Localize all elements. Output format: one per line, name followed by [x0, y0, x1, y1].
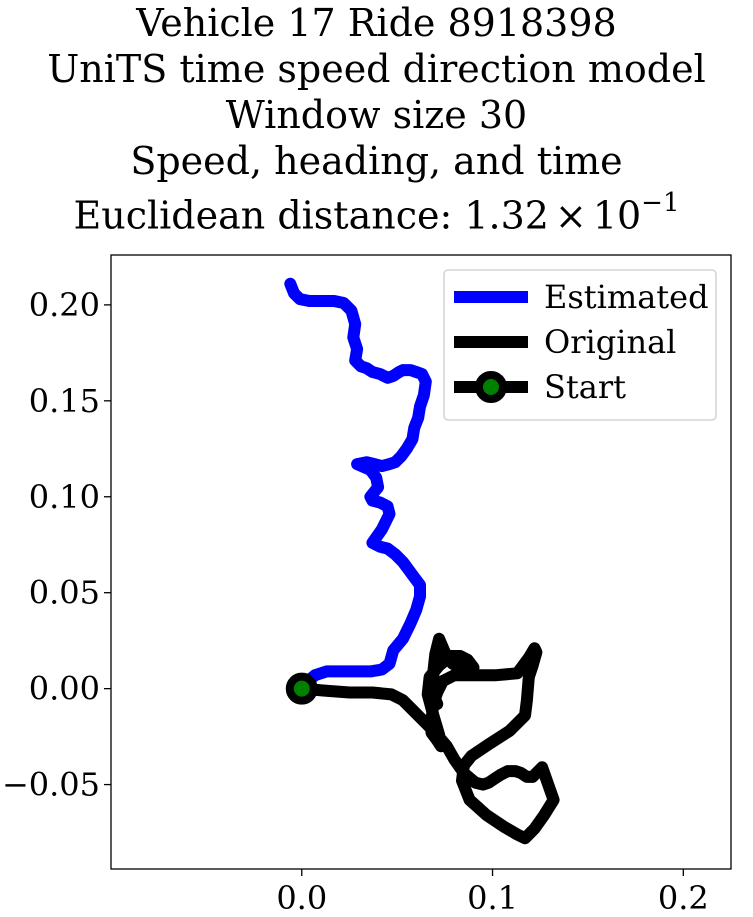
series-layer	[284, 277, 560, 845]
legend-label-start: Start	[544, 368, 626, 406]
start-marker	[285, 672, 318, 705]
y-tick-label: 0.15	[29, 382, 100, 420]
y-tick-label: 0.00	[29, 670, 100, 708]
x-tick-label: 0.1	[467, 879, 518, 917]
legend-label-original: Original	[544, 323, 676, 361]
plot-frame	[110, 254, 732, 870]
title-line-1: Vehicle 17 Ride 8918398	[136, 1, 617, 45]
ticks-layer: 0.0 0.1 0.2 −0.05 0.00 0.05 0.10 0.15 0.20	[2, 286, 709, 917]
distance-exponent: −1	[641, 188, 680, 218]
title-line-3: Window size 30	[225, 93, 528, 137]
title-line-5: Euclidean distance: 1.32 × 10−1	[0, 184, 753, 239]
title-line-4: Speed, heading, and time	[130, 139, 623, 183]
y-tick-label: −0.05	[2, 766, 100, 804]
series-line-estimated	[284, 277, 432, 695]
distance-times: ×	[554, 193, 587, 238]
legend-label-estimated: Estimated	[544, 278, 709, 316]
series-line-original	[295, 632, 560, 845]
y-tick-label: 0.05	[29, 574, 100, 612]
title-line-2: UniTS time speed direction model	[47, 47, 706, 91]
x-tick-label: 0.0	[276, 879, 327, 917]
legend: Estimated Original Start	[443, 269, 717, 421]
legend-start-marker	[475, 371, 507, 403]
y-tick-label: 0.20	[29, 286, 100, 324]
y-tick-label: 0.10	[29, 478, 100, 516]
distance-prefix: Euclidean distance: 1.32	[73, 193, 549, 238]
distance-base: 10	[592, 193, 642, 238]
x-tick-label: 0.2	[658, 879, 709, 917]
